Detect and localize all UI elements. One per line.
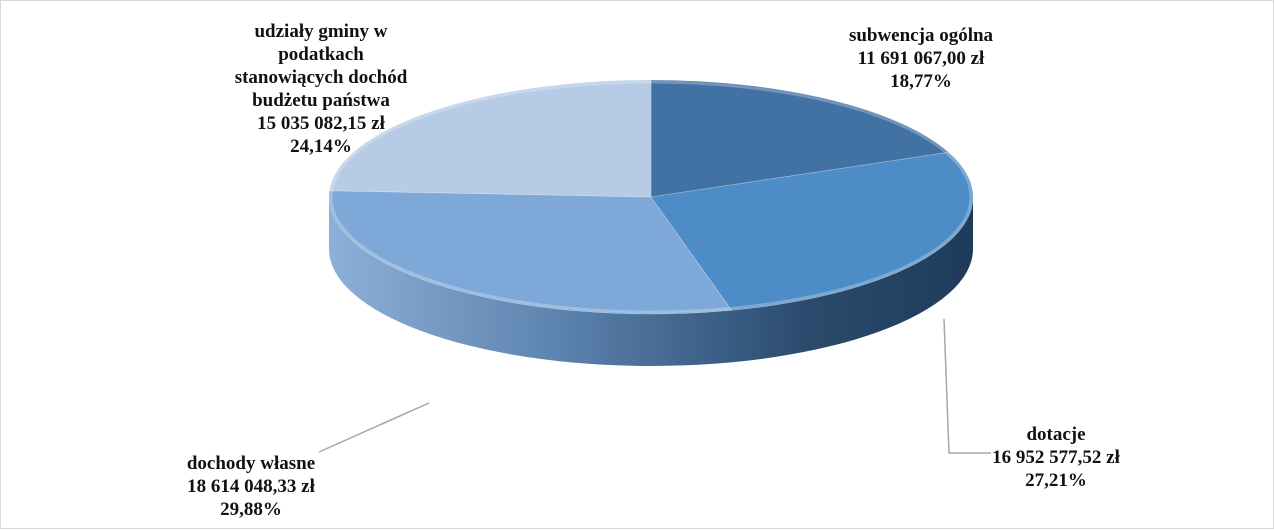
slice-percent: 29,88%	[220, 499, 282, 520]
slice-label-line: udziały gminy w	[254, 21, 388, 42]
pie-slice-3	[329, 79, 652, 198]
slice-label-line: subwencja ogólna	[848, 25, 994, 46]
pie-slice-1	[650, 152, 974, 311]
slice-label-udzialy: udziały gminy w podatkach stanowiących d…	[201, 20, 441, 158]
slice-label-line: stanowiących dochód	[234, 67, 408, 88]
pie-slice-2	[328, 190, 732, 315]
leader-line-dotacje	[943, 318, 991, 454]
slice-amount: 16 952 577,52 zł	[992, 447, 1120, 468]
slice-amount: 18 614 048,33 zł	[187, 476, 315, 497]
slice-percent: 18,77%	[890, 71, 952, 92]
slice-label-dochody: dochody własne 18 614 048,33 zł 29,88%	[141, 452, 361, 521]
leader-line-dochody	[318, 402, 430, 453]
slice-amount: 15 035 082,15 zł	[257, 113, 385, 134]
slice-label-line: podatkach	[278, 44, 364, 65]
slice-label-line: dochody własne	[186, 453, 316, 474]
slice-label-dotacje: dotacje 16 952 577,52 zł 27,21%	[956, 423, 1156, 492]
pie-rim-highlight	[329, 80, 973, 314]
slice-label-line: budżetu państwa	[252, 90, 390, 111]
pie-slice-0	[650, 79, 950, 198]
slice-label-subwencja: subwencja ogólna 11 691 067,00 zł 18,77%	[806, 24, 1036, 93]
slice-amount: 11 691 067,00 zł	[857, 48, 985, 69]
slice-label-line: dotacje	[1026, 424, 1086, 445]
slice-percent: 24,14%	[290, 136, 352, 157]
pie-side-wall	[329, 197, 973, 366]
slice-percent: 27,21%	[1025, 470, 1087, 491]
